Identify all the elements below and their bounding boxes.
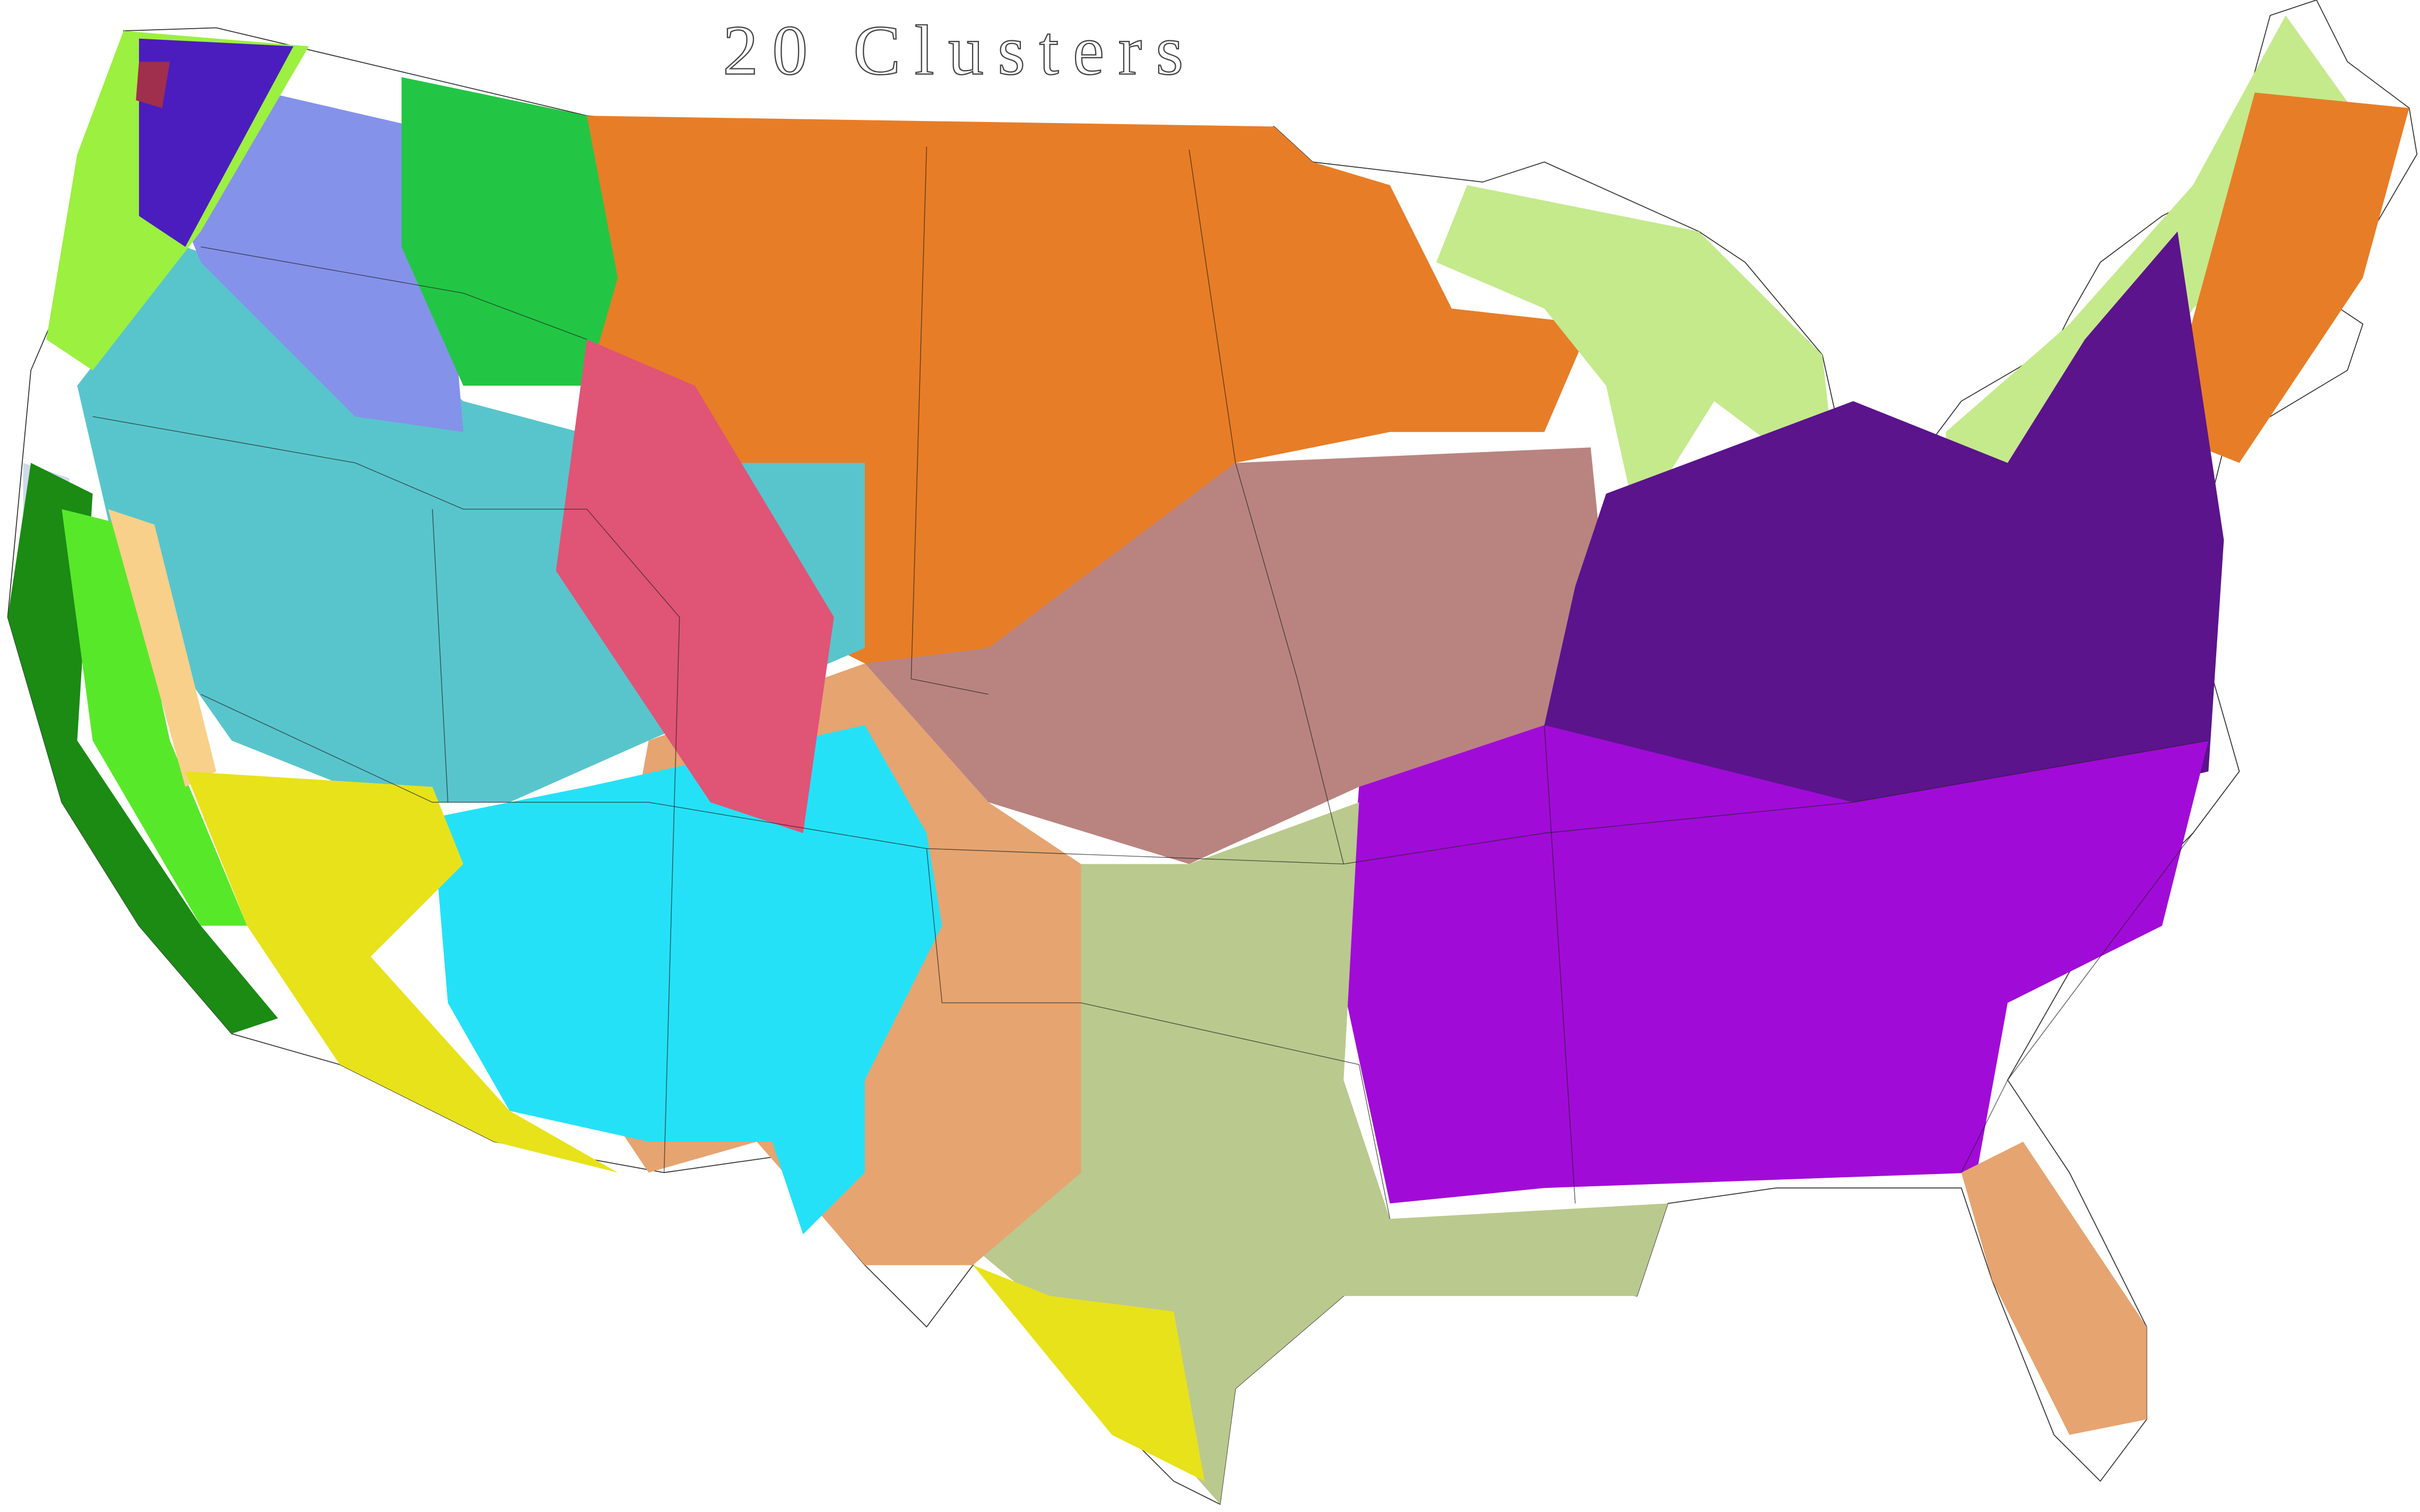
cluster-region-cyan — [432, 725, 942, 1235]
cluster-region-bright-green — [62, 509, 247, 926]
cluster-region-yellow — [973, 1265, 1205, 1481]
map-title: 20 Clusters — [723, 11, 1197, 90]
cluster-region-lavender — [170, 77, 464, 432]
cluster-region-rose-tan — [864, 447, 1607, 864]
cluster-region-light-green — [1436, 185, 1838, 525]
cluster-region-peach — [108, 509, 216, 787]
cluster-region-dark-purple — [1544, 231, 2224, 833]
cluster-region-green — [401, 77, 618, 386]
cluster-region-light-tan — [1961, 1142, 2147, 1435]
cluster-region-maroon — [136, 62, 170, 108]
cluster-region-yellow — [185, 771, 618, 1173]
cluster-region-magenta-purple — [1343, 725, 2209, 1204]
cluster-region-pink — [556, 339, 834, 833]
cluster-region-orange — [2162, 92, 2409, 463]
cluster-region-indigo — [138, 38, 294, 247]
state-borders — [92, 146, 2209, 1219]
